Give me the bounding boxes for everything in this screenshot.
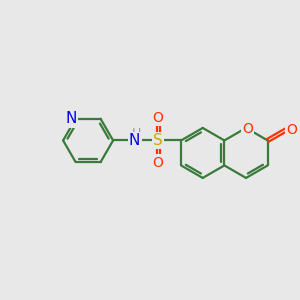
Text: O: O: [153, 156, 164, 170]
Text: S: S: [153, 133, 163, 148]
Text: H: H: [132, 128, 142, 140]
Text: O: O: [153, 111, 164, 125]
Text: N: N: [66, 111, 77, 126]
Text: N: N: [129, 133, 140, 148]
Text: O: O: [242, 122, 253, 136]
Text: O: O: [286, 123, 297, 137]
